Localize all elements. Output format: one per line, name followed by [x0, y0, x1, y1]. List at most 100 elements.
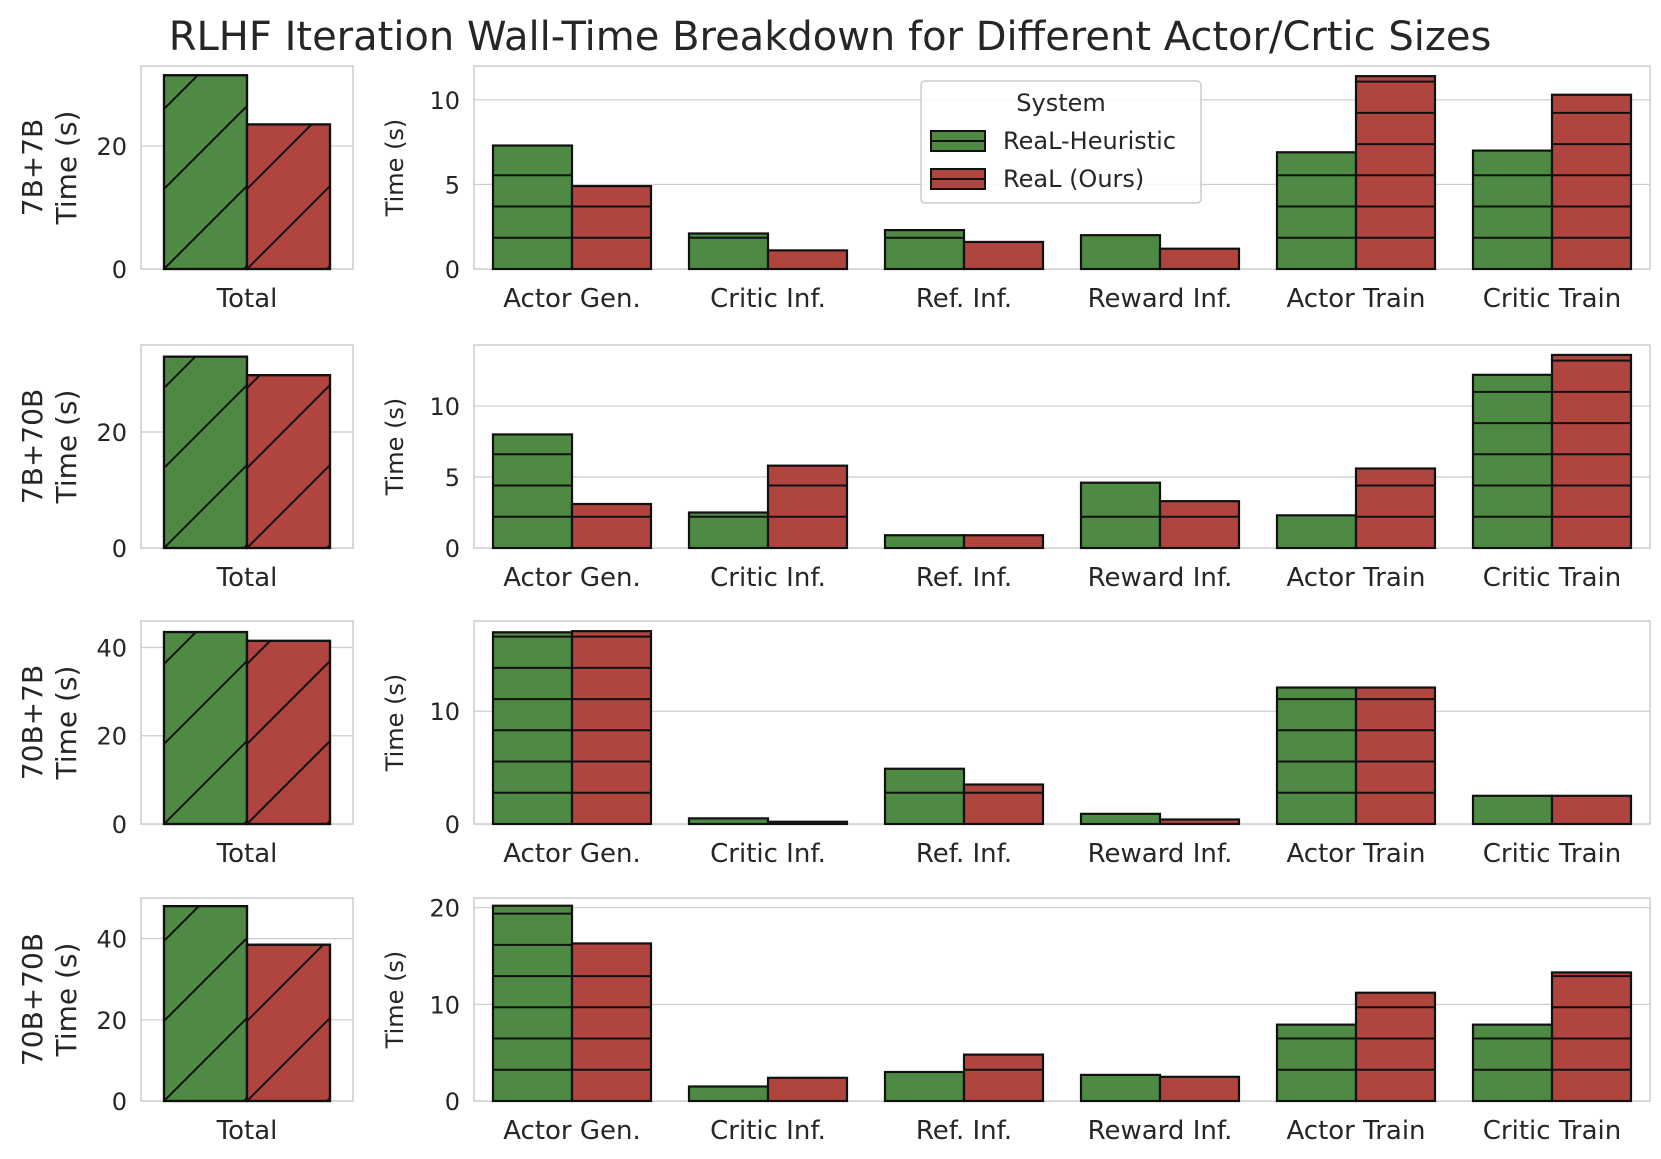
breakdown-bar-ours	[962, 783, 1045, 826]
legend-box	[920, 80, 1202, 204]
breakdown-x-tick-label: Actor Gen.	[503, 1116, 641, 1146]
total-y-tick-label: 40	[96, 634, 127, 662]
breakdown-y-tick-label: 10	[429, 991, 460, 1019]
hatch-line	[724, 288, 984, 548]
total-y-tick-label: 0	[112, 811, 127, 839]
total-x-tick-label: Total	[216, 284, 278, 314]
breakdown-y-tick-label: 0	[445, 535, 460, 563]
total-y-tick-label: 0	[112, 1088, 127, 1116]
breakdown-y-axis-label: Time (s)	[381, 674, 409, 773]
breakdown-y-tick-label: 10	[429, 87, 460, 115]
breakdown-y-axis-label: Time (s)	[381, 119, 409, 218]
breakdown-y-tick-label: 10	[429, 698, 460, 726]
hatch-line	[1047, 564, 1307, 824]
breakdown-axes-frame	[473, 344, 1651, 549]
breakdown-y-tick-label: 0	[445, 256, 460, 284]
breakdown-bar-heuristic	[1471, 373, 1554, 550]
breakdown-y-tick-label: 5	[445, 464, 460, 492]
total-x-tick-label: Total	[216, 1116, 278, 1146]
breakdown-bar-ours	[570, 630, 653, 826]
total-bar-hatch	[247, 841, 987, 1101]
breakdown-bar-heuristic	[1275, 514, 1358, 550]
hatch-line	[247, 124, 313, 191]
total-bar-hatch	[164, 841, 984, 1101]
breakdown-bar-heuristic	[883, 767, 966, 826]
hatch-line	[164, 659, 247, 746]
hatch-line	[647, 841, 907, 1101]
total-y-axis-label: Time (s)	[50, 943, 83, 1058]
total-y-tick-label: 20	[96, 419, 127, 447]
breakdown-y-axis-label: Time (s)	[381, 951, 409, 1050]
breakdown-bar-heuristic	[491, 631, 574, 826]
breakdown-y-tick-label: 10	[429, 393, 460, 421]
breakdown-x-tick-label: Critic Train	[1483, 284, 1621, 314]
total-y-tick-label: 40	[96, 926, 127, 954]
breakdown-x-tick-label: Critic Train	[1483, 1116, 1621, 1146]
breakdown-bar-heuristic	[687, 232, 770, 271]
total-bar-outline	[245, 639, 332, 826]
hatch-line	[164, 104, 247, 191]
hatch-line	[164, 936, 247, 1023]
hatch-line	[247, 463, 330, 548]
legend: System ReaL-Heuristic ReaL (Ours)	[920, 80, 1202, 204]
total-bar-outline	[245, 374, 332, 550]
total-y-tick-label: 20	[96, 1007, 127, 1035]
total-bar-hatch	[247, 564, 1661, 825]
breakdown-axes-frame	[473, 65, 1651, 270]
total-bar-hatch	[164, 564, 1661, 824]
breakdown-x-tick-label: Critic Inf.	[710, 563, 826, 593]
hatch-line	[727, 841, 987, 1101]
breakdown-bar-ours	[766, 249, 849, 271]
breakdown-bar-ours	[1354, 75, 1437, 271]
breakdown-bar-ours	[1550, 971, 1633, 1103]
total-x-tick-label: Total	[216, 839, 278, 869]
total-y-tick-label: 0	[112, 535, 127, 563]
breakdown-bar-heuristic	[883, 534, 966, 550]
total-bar-heuristic	[162, 355, 249, 550]
breakdown-x-tick-label: Ref. Inf.	[916, 839, 1012, 869]
breakdown-bar-ours	[570, 185, 653, 271]
breakdown-bar-ours	[962, 534, 1045, 550]
legend-label-1: ReaL (Ours)	[1003, 165, 1144, 193]
hatch-line	[1604, 564, 1661, 824]
breakdown-bar-ours	[570, 942, 653, 1103]
total-bar-outline	[245, 943, 332, 1103]
breakdown-bar-ours	[962, 240, 1045, 271]
breakdown-bar-ours	[766, 820, 849, 826]
breakdown-bar-ours	[1158, 247, 1241, 271]
hatch-line	[1524, 564, 1661, 824]
hatch-line	[724, 841, 984, 1101]
total-bar-heuristic	[162, 630, 249, 826]
breakdown-y-axis-label: Time (s)	[381, 398, 409, 497]
hatch-line	[644, 841, 904, 1101]
breakdown-bar-heuristic	[1471, 1023, 1554, 1103]
breakdown-bar-ours	[962, 1053, 1045, 1103]
breakdown-bar-ours	[1158, 818, 1241, 826]
total-bar-heuristic	[162, 905, 249, 1103]
breakdown-bar-ours	[1550, 353, 1633, 550]
total-y-tick-label: 0	[112, 256, 127, 284]
breakdown-x-tick-label: Actor Train	[1286, 1116, 1425, 1146]
breakdown-x-tick-label: Actor Gen.	[503, 563, 641, 593]
breakdown-y-tick-label: 0	[445, 1088, 460, 1116]
breakdown-x-tick-label: Critic Train	[1483, 839, 1621, 869]
breakdown-bar-heuristic	[1471, 794, 1554, 826]
breakdown-bar-heuristic	[687, 511, 770, 550]
total-bar-heuristic	[162, 74, 249, 271]
breakdown-bar-ours	[766, 1076, 849, 1103]
breakdown-bar-heuristic	[1275, 686, 1358, 826]
hatch-line	[1447, 564, 1661, 824]
breakdown-x-tick-label: Critic Inf.	[710, 284, 826, 314]
figure-title: RLHF Iteration Wall-Time Breakdown for D…	[169, 14, 1492, 60]
hatch-line	[247, 944, 325, 1023]
hatch-line	[1444, 564, 1661, 824]
hatch-line	[1044, 564, 1304, 824]
hatch-line	[164, 184, 247, 269]
breakdown-x-tick-label: Ref. Inf.	[916, 1116, 1012, 1146]
